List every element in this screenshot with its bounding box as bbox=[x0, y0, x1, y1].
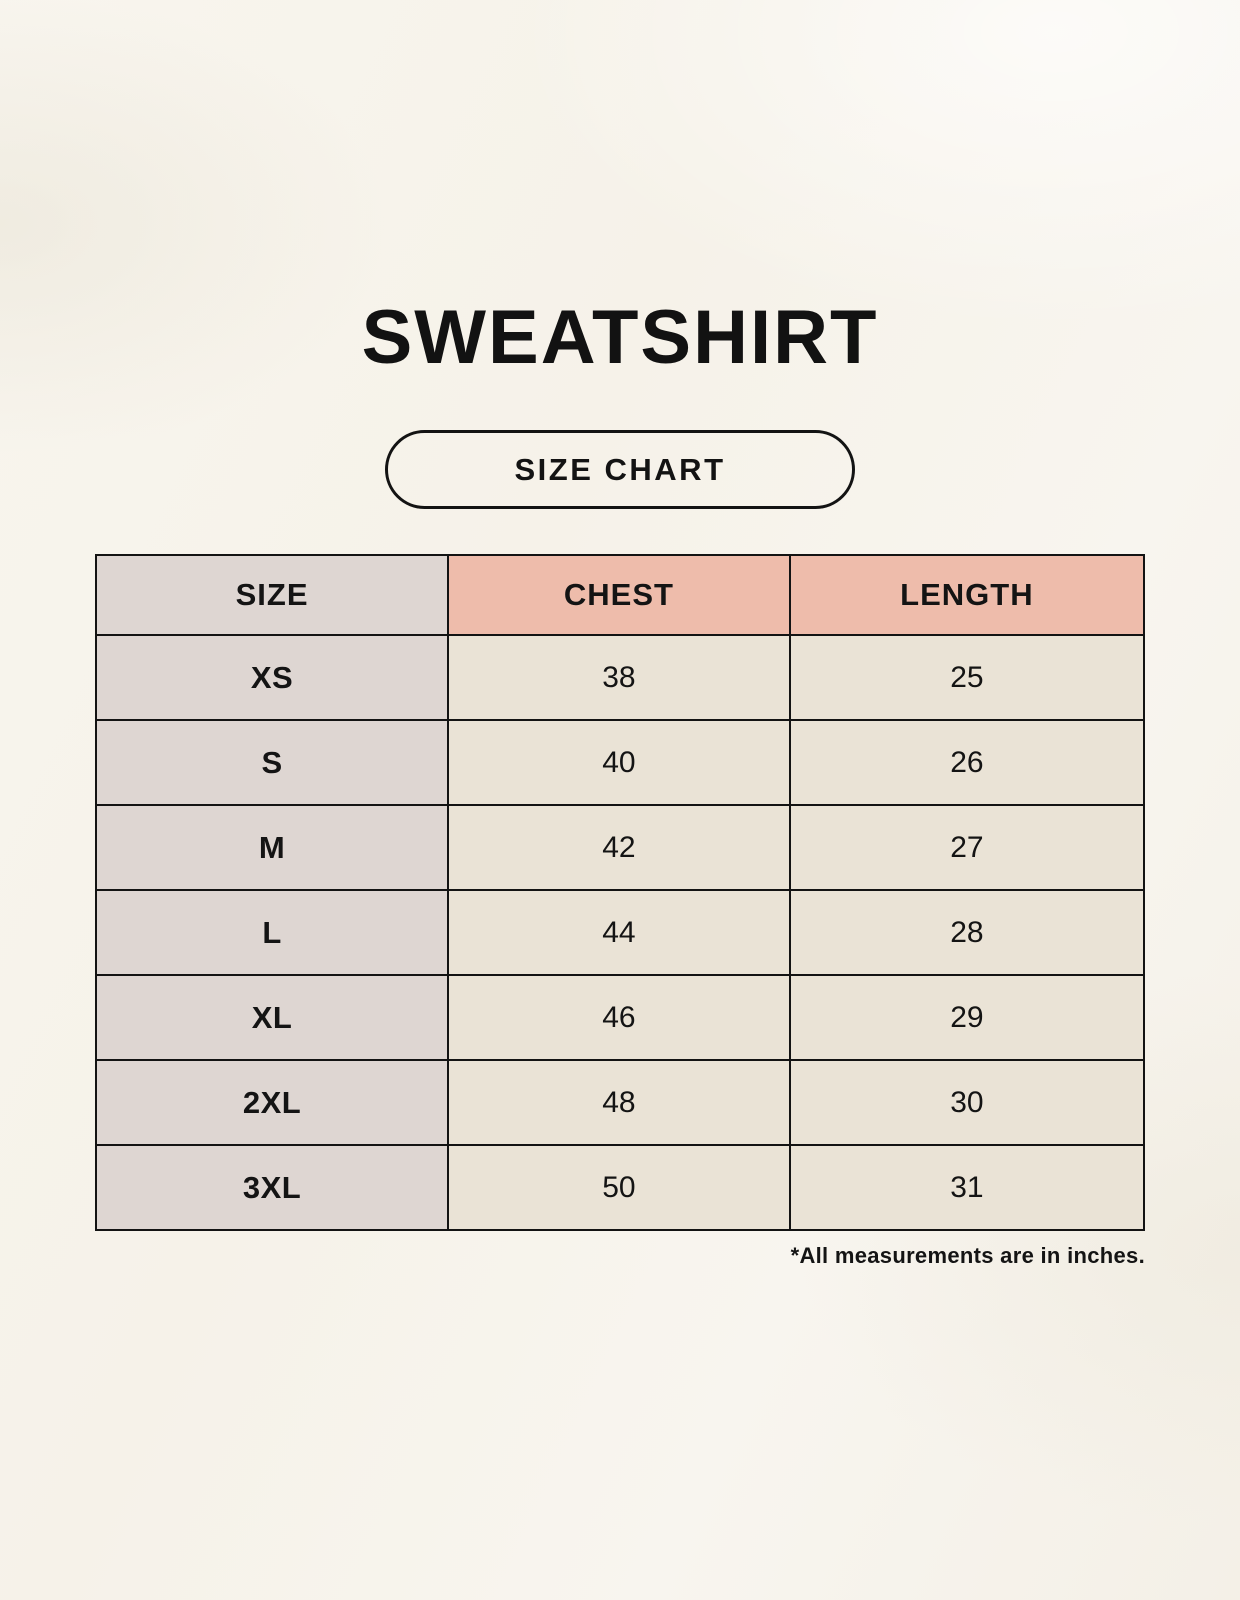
chest-cell: 50 bbox=[447, 1144, 791, 1231]
table-header: SIZE CHEST LENGTH bbox=[94, 554, 1146, 636]
column-header-length: LENGTH bbox=[788, 554, 1146, 636]
chest-cell: 44 bbox=[447, 889, 791, 976]
table-row: L 44 28 bbox=[94, 889, 1146, 976]
table-row: XS 38 25 bbox=[94, 634, 1146, 721]
chest-cell: 48 bbox=[447, 1059, 791, 1146]
size-chart-table: SIZE CHEST LENGTH XS 38 25 S 40 26 M 42 27 L 44 28 X… bbox=[94, 554, 1146, 1231]
header-row: SIZE CHEST LENGTH bbox=[94, 554, 1146, 636]
length-cell: 31 bbox=[788, 1144, 1146, 1231]
chest-cell: 46 bbox=[447, 974, 791, 1061]
column-header-chest: CHEST bbox=[447, 554, 791, 636]
length-cell: 26 bbox=[788, 719, 1146, 806]
size-cell: M bbox=[94, 804, 450, 891]
badge-container: SIZE CHART bbox=[0, 430, 1240, 509]
column-header-size: SIZE bbox=[94, 554, 450, 636]
table-row: M 42 27 bbox=[94, 804, 1146, 891]
size-chart-badge: SIZE CHART bbox=[385, 430, 855, 509]
size-cell: 2XL bbox=[94, 1059, 450, 1146]
measurements-footnote: *All measurements are in inches. bbox=[790, 1243, 1145, 1268]
table-row: S 40 26 bbox=[94, 719, 1146, 806]
length-cell: 27 bbox=[788, 804, 1146, 891]
page-title: SWEATSHIRT bbox=[361, 295, 879, 380]
length-cell: 29 bbox=[788, 974, 1146, 1061]
length-cell: 28 bbox=[788, 889, 1146, 976]
size-cell: S bbox=[94, 719, 450, 806]
size-cell: XL bbox=[94, 974, 450, 1061]
table-body: XS 38 25 S 40 26 M 42 27 L 44 28 XL 46 29 2XL 48 30 3XL 50 3… bbox=[94, 634, 1146, 1231]
size-cell: 3XL bbox=[94, 1144, 450, 1231]
size-cell: L bbox=[94, 889, 450, 976]
table-row: XL 46 29 bbox=[94, 974, 1146, 1061]
table-row: 2XL 48 30 bbox=[94, 1059, 1146, 1146]
table-row: 3XL 50 31 bbox=[94, 1144, 1146, 1231]
size-cell: XS bbox=[94, 634, 450, 721]
chest-cell: 40 bbox=[447, 719, 791, 806]
length-cell: 30 bbox=[788, 1059, 1146, 1146]
chest-cell: 38 bbox=[447, 634, 791, 721]
chest-cell: 42 bbox=[447, 804, 791, 891]
length-cell: 25 bbox=[788, 634, 1146, 721]
